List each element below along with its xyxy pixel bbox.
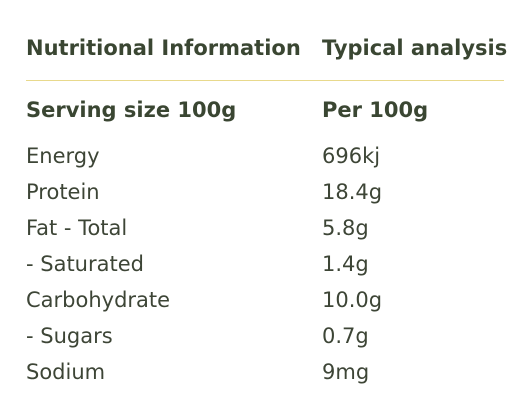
header-divider xyxy=(26,80,504,81)
header-typical-analysis: Typical analysis xyxy=(322,36,508,60)
nutrient-name: - Sugars xyxy=(26,324,113,348)
table-row: Sodium 9mg xyxy=(26,356,504,392)
nutrient-name: Sodium xyxy=(26,360,106,384)
table-row: Fat - Total 5.8g xyxy=(26,212,504,248)
nutrient-value: 1.4g xyxy=(322,252,369,276)
header-nutritional-information: Nutritional Information xyxy=(26,36,301,60)
nutrient-name: Energy xyxy=(26,144,100,168)
table-header-row: Nutritional Information Typical analysis xyxy=(26,36,508,68)
nutrient-name: Protein xyxy=(26,180,100,204)
nutrient-rows: Energy 696kj Protein 18.4g Fat - Total 5… xyxy=(26,140,504,392)
nutrient-value: 18.4g xyxy=(322,180,383,204)
subheader-per-100g: Per 100g xyxy=(322,98,429,122)
nutrient-value: 5.8g xyxy=(322,216,369,240)
table-row: Carbohydrate 10.0g xyxy=(26,284,504,320)
nutrient-name: - Saturated xyxy=(26,252,144,276)
nutrient-name: Carbohydrate xyxy=(26,288,171,312)
nutrient-value: 9mg xyxy=(322,360,370,384)
nutrient-value: 10.0g xyxy=(322,288,383,312)
table-row: - Sugars 0.7g xyxy=(26,320,504,356)
nutrient-name: Fat - Total xyxy=(26,216,128,240)
table-subheader-row: Serving size 100g Per 100g xyxy=(26,98,504,128)
subheader-serving-size: Serving size 100g xyxy=(26,98,237,122)
table-row: - Saturated 1.4g xyxy=(26,248,504,284)
table-row: Protein 18.4g xyxy=(26,176,504,212)
table-row: Energy 696kj xyxy=(26,140,504,176)
nutrient-value: 696kj xyxy=(322,144,381,168)
nutrient-value: 0.7g xyxy=(322,324,369,348)
